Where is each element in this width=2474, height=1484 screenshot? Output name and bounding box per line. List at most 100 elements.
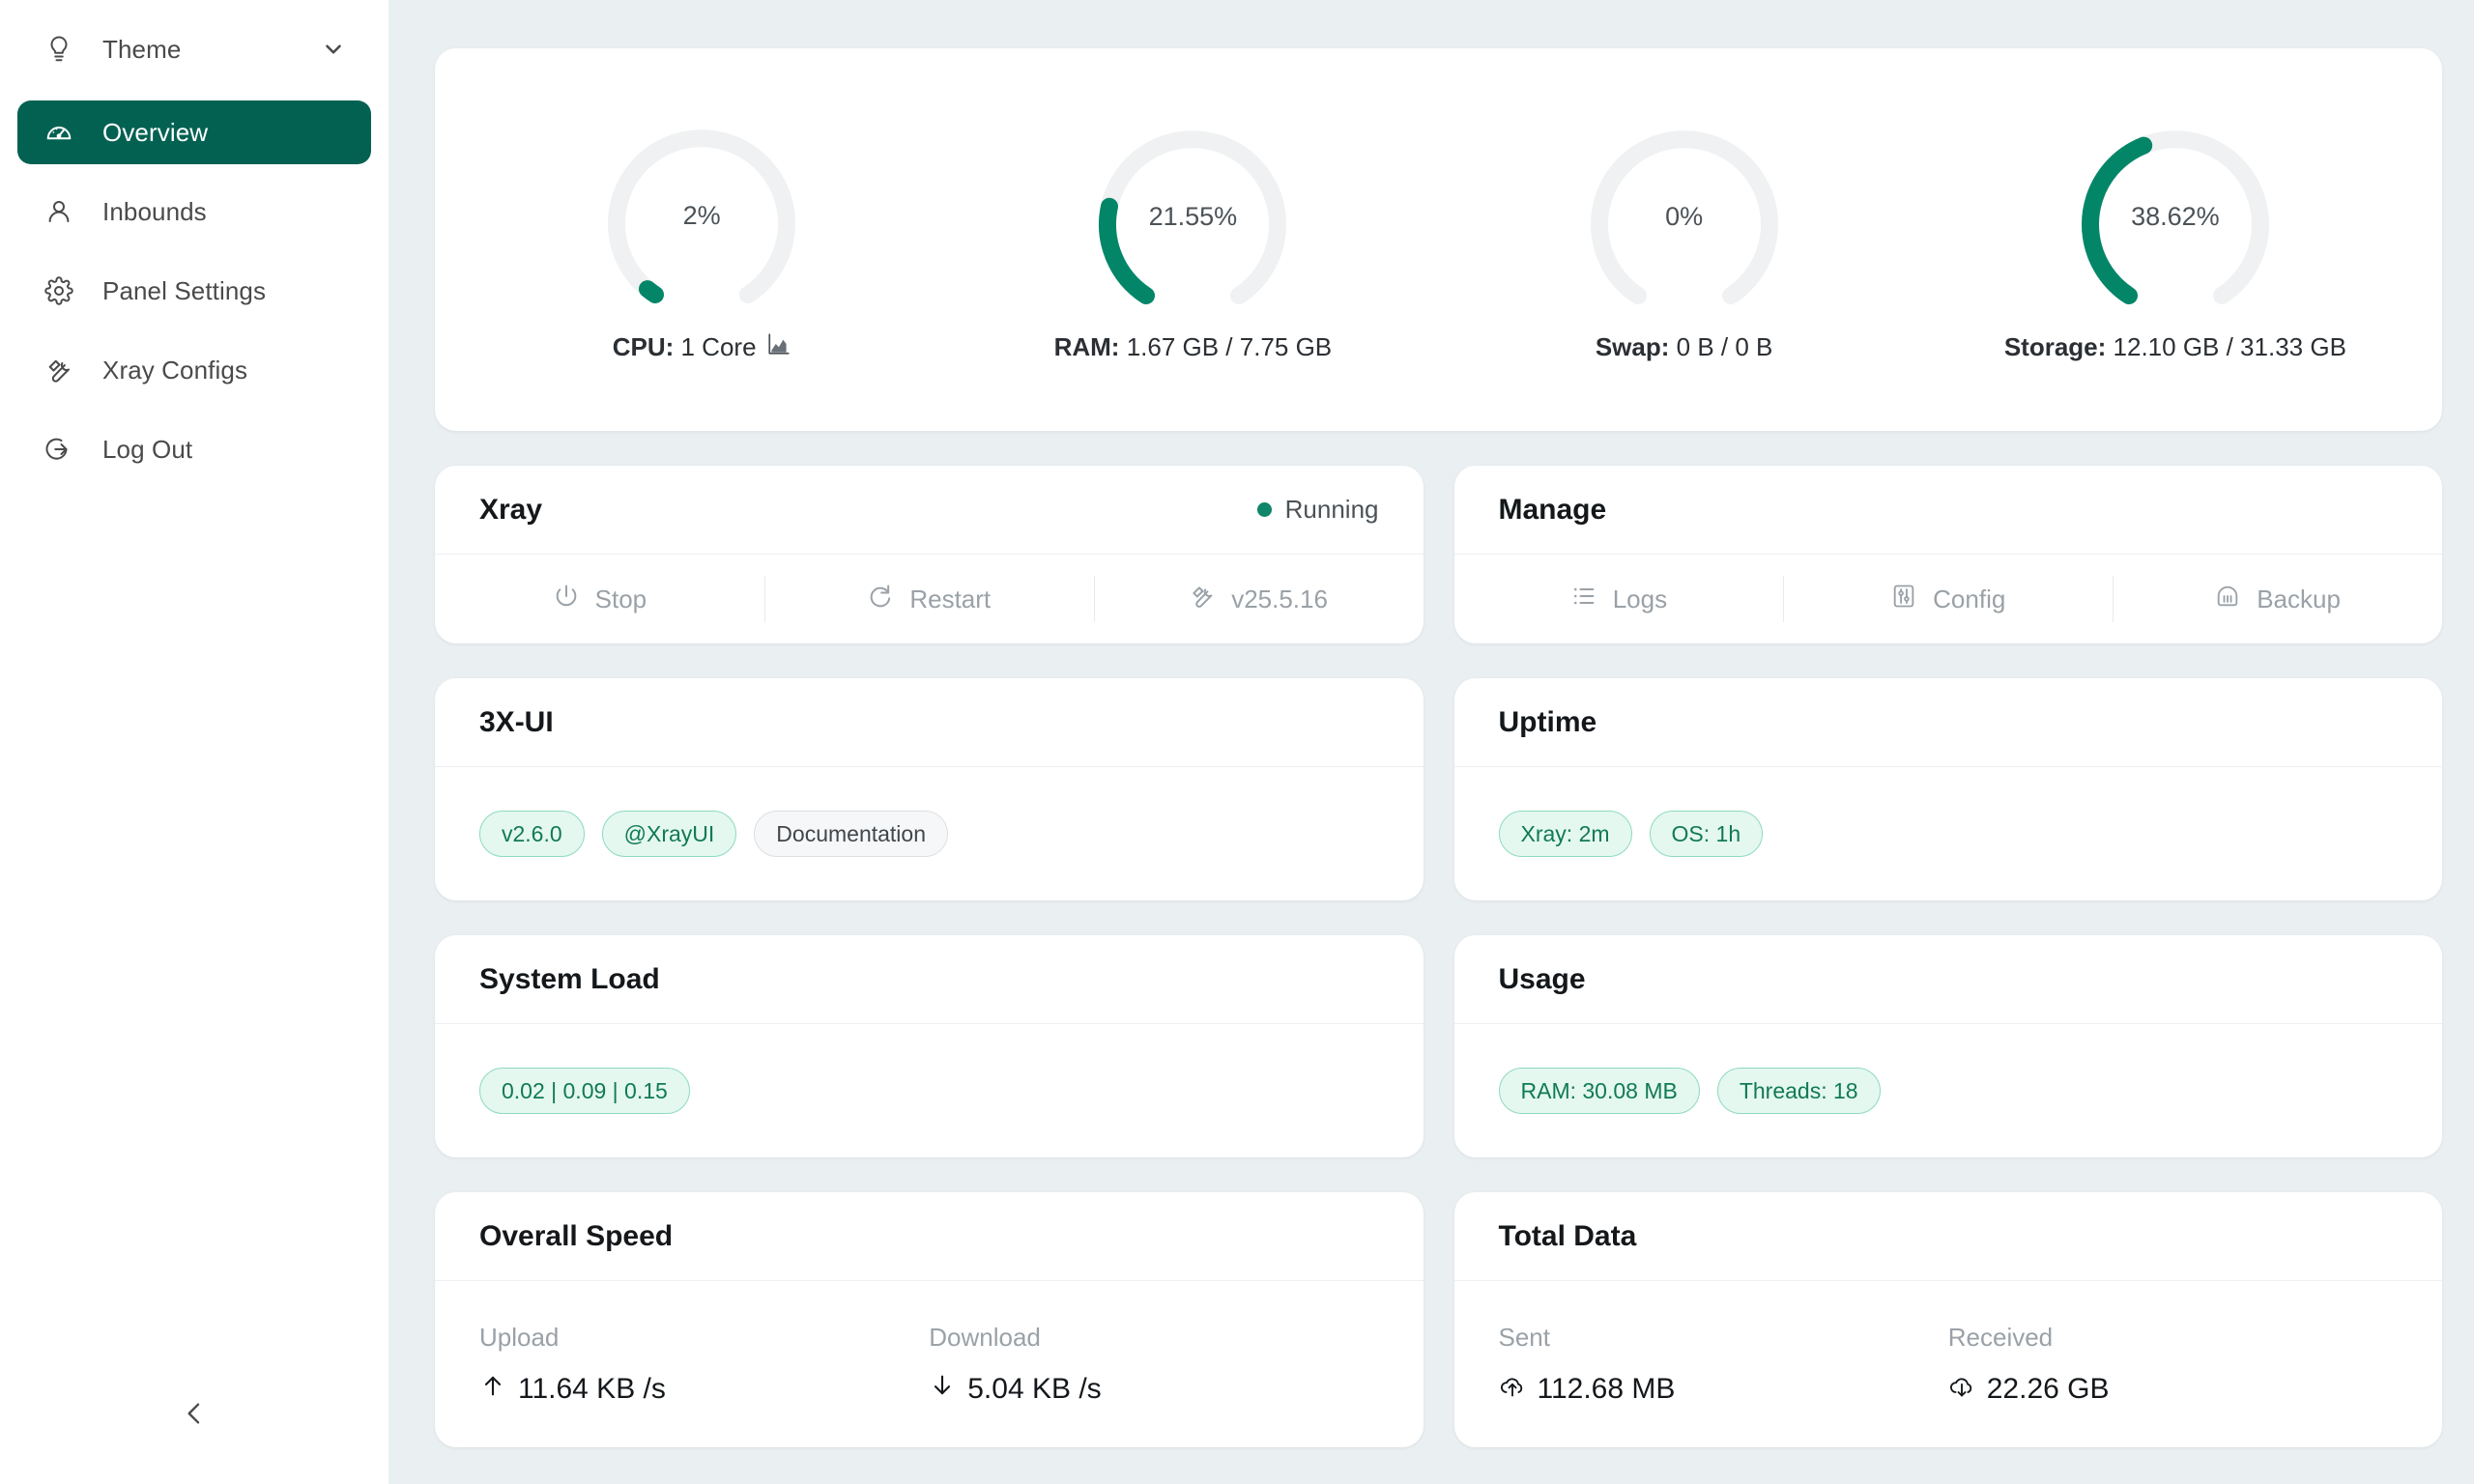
- arrow-up-icon: [479, 1372, 506, 1407]
- sidebar: Theme Overview Inbounds: [0, 0, 388, 1484]
- usage-card-body: RAM: 30.08 MB Threads: 18: [1454, 1024, 2443, 1157]
- gauge-storage: 38.62% Storage: 12.10 GB / 31.33 GB: [1930, 118, 2421, 362]
- upload-value: 11.64 KB /s: [518, 1372, 666, 1405]
- gauge-ram: 21.55% RAM: 1.67 GB / 7.75 GB: [947, 118, 1438, 362]
- usage-threads-tag[interactable]: Threads: 18: [1716, 1068, 1881, 1114]
- gauge-percent-swap: 0%: [1665, 202, 1704, 231]
- threexui-version-tag[interactable]: v2.6.0: [479, 811, 585, 857]
- xray-restart-button[interactable]: Restart: [763, 555, 1094, 643]
- usage-title: Usage: [1498, 962, 1586, 995]
- sidebar-item-label: Panel Settings: [102, 275, 267, 305]
- usage-ram-tag[interactable]: RAM: 30.08 MB: [1498, 1068, 1700, 1114]
- xray-card-actions: Stop Restart v25.5.16: [435, 555, 1424, 643]
- user-icon: [43, 195, 75, 228]
- sidebar-item-label: Overview: [102, 117, 209, 147]
- received-label: Received: [1947, 1322, 2054, 1352]
- manage-backup-button[interactable]: Backup: [2113, 555, 2442, 643]
- sidebar-item-theme[interactable]: Theme: [17, 17, 371, 81]
- backup-icon: [2214, 583, 2241, 616]
- usage-card: Usage RAM: 30.08 MB Threads: 18: [1453, 935, 2443, 1157]
- sidebar-collapse-button[interactable]: [0, 1398, 388, 1434]
- lightbulb-icon: [43, 33, 75, 66]
- chevron-down-icon[interactable]: [321, 37, 346, 62]
- xray-stop-label: Stop: [594, 584, 647, 614]
- gauge-label-cpu: CPU: 1 Core: [613, 331, 791, 363]
- threexui-telegram-tag[interactable]: @XrayUI: [601, 811, 737, 857]
- download-stat: Download 5.04 KB /s: [929, 1323, 1378, 1407]
- wrench-icon: [1189, 583, 1216, 616]
- sidebar-item-log-out[interactable]: Log Out: [17, 417, 371, 481]
- uptime-os-tag[interactable]: OS: 1h: [1649, 811, 1764, 857]
- xray-version-button[interactable]: v25.5.16: [1093, 555, 1424, 643]
- gear-icon: [43, 274, 75, 307]
- manage-config-label: Config: [1933, 584, 2006, 614]
- refresh-icon: [867, 583, 894, 616]
- gauge-label-value: 12.10 GB / 31.33 GB: [2113, 331, 2346, 361]
- manage-logs-button[interactable]: Logs: [1454, 555, 1784, 643]
- system-load-title: System Load: [479, 962, 660, 995]
- sidebar-item-label: Xray Configs: [102, 355, 248, 385]
- arrow-down-icon: [929, 1372, 956, 1407]
- gauge-ring-storage: 38.62%: [2059, 118, 2291, 311]
- sidebar-item-overview[interactable]: Overview: [17, 100, 371, 164]
- area-chart-icon[interactable]: [766, 331, 791, 363]
- system-load-values-tag[interactable]: 0.02 | 0.09 | 0.15: [479, 1068, 690, 1114]
- manage-card-actions: Logs Config Backup: [1454, 555, 2443, 643]
- wrench-icon: [43, 354, 75, 386]
- gauge-label-value: 1.67 GB / 7.75 GB: [1126, 331, 1333, 361]
- xray-stop-button[interactable]: Stop: [435, 555, 764, 643]
- sent-value: 112.68 MB: [1537, 1372, 1676, 1405]
- threexui-card-header: 3X-UI: [435, 678, 1424, 767]
- gauge-swap: 0% Swap: 0 B / 0 B: [1439, 118, 1930, 362]
- gauge-percent-cpu: 2%: [682, 201, 721, 230]
- total-data-title: Total Data: [1498, 1219, 1637, 1252]
- overall-speed-card-body: Upload 11.64 KB /s Download: [435, 1281, 1424, 1447]
- total-data-card: Total Data Sent 112.68 MB Received: [1453, 1192, 2442, 1447]
- system-load-card-body: 0.02 | 0.09 | 0.15: [435, 1024, 1424, 1157]
- gauge-ring-ram: 21.55%: [1077, 118, 1309, 311]
- manage-config-button[interactable]: Config: [1783, 555, 2113, 643]
- sidebar-item-xray-configs[interactable]: Xray Configs: [17, 338, 371, 402]
- sidebar-item-panel-settings[interactable]: Panel Settings: [17, 259, 371, 323]
- upload-stat: Upload 11.64 KB /s: [479, 1323, 929, 1407]
- chevron-left-icon: [179, 1398, 210, 1434]
- gauge-percent-storage: 38.62%: [2131, 202, 2220, 231]
- page-title: Xray: [479, 493, 543, 526]
- system-load-card: System Load 0.02 | 0.09 | 0.15: [435, 935, 1424, 1157]
- total-data-card-header: Total Data: [1453, 1192, 2442, 1281]
- uptime-card-body: Xray: 2m OS: 1h: [1454, 767, 2443, 900]
- received-value-row: 22.26 GB: [1948, 1372, 2398, 1407]
- gauge-ring-cpu: 2%: [586, 117, 818, 310]
- uptime-title: Uptime: [1498, 705, 1597, 738]
- gauge-label-key: RAM:: [1053, 331, 1120, 361]
- system-load-card-header: System Load: [435, 935, 1424, 1024]
- system-gauges-card: 2% CPU: 1 Core: [435, 48, 2442, 431]
- uptime-card-header: Uptime: [1453, 678, 2442, 767]
- gauge-label-ram: RAM: 1.67 GB / 7.75 GB: [1054, 332, 1333, 362]
- sidebar-item-label: Inbounds: [102, 196, 207, 226]
- manage-title: Manage: [1498, 493, 1607, 526]
- threexui-title: 3X-UI: [479, 705, 554, 738]
- threexui-documentation-tag[interactable]: Documentation: [754, 811, 948, 857]
- overall-speed-card: Overall Speed Upload 11.64 KB /s Downl: [435, 1192, 1424, 1447]
- usage-card-header: Usage: [1453, 935, 2442, 1024]
- power-icon: [553, 583, 580, 616]
- sent-stat: Sent 112.68 MB: [1499, 1323, 1948, 1407]
- cards-grid: Xray Running Stop: [435, 466, 2442, 1447]
- manage-logs-label: Logs: [1612, 584, 1668, 614]
- sidebar-item-label: Log Out: [102, 434, 193, 464]
- xray-card: Xray Running Stop: [435, 466, 1424, 643]
- gauge-label-value: 0 B / 0 B: [1676, 331, 1773, 361]
- gauge-label-key: Swap:: [1595, 331, 1670, 361]
- uptime-xray-tag[interactable]: Xray: 2m: [1498, 811, 1632, 857]
- threexui-card-body: v2.6.0 @XrayUI Documentation: [435, 767, 1424, 900]
- cloud-upload-icon: [1499, 1372, 1526, 1407]
- download-value-row: 5.04 KB /s: [929, 1372, 1378, 1407]
- download-value: 5.04 KB /s: [967, 1372, 1102, 1405]
- sidebar-item-inbounds[interactable]: Inbounds: [17, 180, 371, 243]
- gauge-label-storage: Storage: 12.10 GB / 31.33 GB: [2004, 332, 2346, 362]
- received-value: 22.26 GB: [1986, 1372, 2110, 1405]
- gauge-percent-ram: 21.55%: [1148, 202, 1238, 231]
- cloud-download-icon: [1948, 1372, 1975, 1407]
